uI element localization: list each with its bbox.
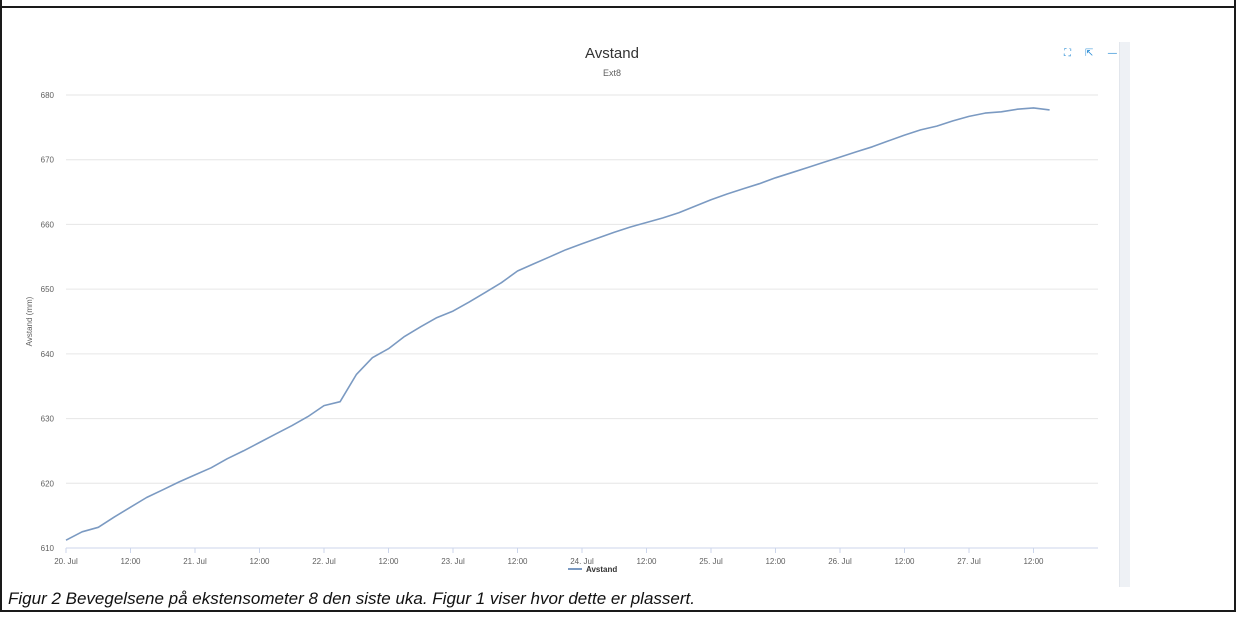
chart-scrollbar[interactable] bbox=[1119, 42, 1130, 587]
figure-caption: Figur 2 Bevegelsene på ekstensometer 8 d… bbox=[8, 589, 695, 608]
x-tick-label: 24. Jul bbox=[570, 557, 594, 566]
minimize-icon[interactable]: — bbox=[1107, 48, 1118, 59]
y-tick-label: 630 bbox=[41, 415, 55, 424]
x-tick-label: 22. Jul bbox=[312, 557, 336, 566]
x-tick-label: 20. Jul bbox=[54, 557, 78, 566]
y-axis-label: Avstand (mm) bbox=[25, 296, 34, 346]
x-tick-label: 12:00 bbox=[1023, 557, 1044, 566]
x-tick-label: 23. Jul bbox=[441, 557, 465, 566]
chart-toolbar: ⛶ ⇱ — bbox=[1064, 48, 1117, 60]
y-tick-label: 640 bbox=[41, 350, 55, 359]
chart-subtitle: Ext8 bbox=[603, 68, 621, 78]
legend-item: Avstand bbox=[586, 565, 617, 574]
export-icon[interactable]: ⇱ bbox=[1085, 48, 1094, 59]
chart-container: Avstand Ext8 610 620 630 640 650 660 670 680 20. J… bbox=[6, 10, 1126, 590]
y-tick-label: 620 bbox=[41, 479, 55, 488]
x-tick-label: 12:00 bbox=[378, 557, 399, 566]
y-tick-label: 660 bbox=[41, 220, 55, 229]
x-tick-label: 12:00 bbox=[507, 557, 528, 566]
series-line-avstand bbox=[65, 107, 1050, 541]
x-tick-label: 12:00 bbox=[636, 557, 657, 566]
x-tick-label: 25. Jul bbox=[699, 557, 723, 566]
fullscreen-icon[interactable]: ⛶ bbox=[1064, 48, 1071, 59]
x-tick-label: 12:00 bbox=[894, 557, 915, 566]
x-tick-label: 12:00 bbox=[120, 557, 141, 566]
y-tick-label: 670 bbox=[41, 156, 55, 165]
table-border-top bbox=[0, 6, 1236, 8]
y-tick-label: 610 bbox=[41, 544, 55, 553]
x-tick-label: 12:00 bbox=[249, 557, 270, 566]
y-tick-label: 680 bbox=[41, 91, 55, 100]
x-tick-label: 12:00 bbox=[765, 557, 786, 566]
line-chart: Avstand Ext8 610 620 630 640 650 660 670 680 20. J… bbox=[25, 45, 1098, 574]
y-tick-label: 650 bbox=[41, 285, 55, 294]
x-tick-label: 27. Jul bbox=[957, 557, 981, 566]
x-tick-label: 26. Jul bbox=[828, 557, 852, 566]
x-tick-label: 21. Jul bbox=[183, 557, 207, 566]
chart-title: Avstand bbox=[585, 45, 639, 62]
